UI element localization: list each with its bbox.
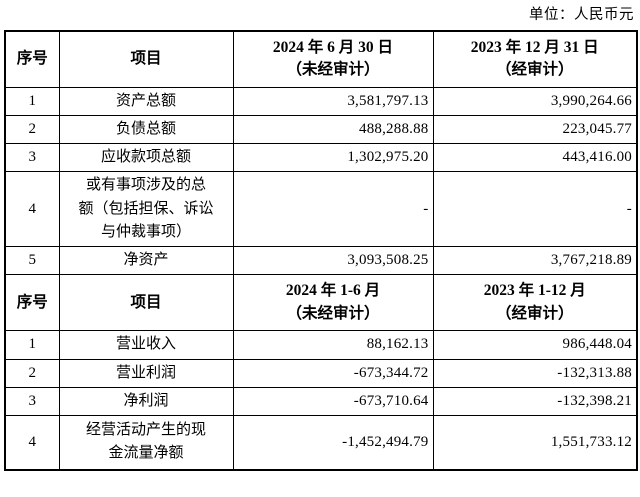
section-a-header-row: 序号 项目 2024 年 6 月 30 日 （未经审计） 2023 年 12 月… xyxy=(4,30,638,88)
currency-unit-label: 单位：人民币元 xyxy=(529,7,634,23)
table-row-net-assets: 5 净资产 3,093,508.25 3,767,218.89 xyxy=(4,245,638,276)
item-header-cell: 项目 xyxy=(58,274,234,332)
table-row-total-liabilities: 2 负债总额 488,288.88 223,045.77 xyxy=(4,114,638,145)
row-value-prior: - xyxy=(432,171,638,247)
row-item-label: 营业收入 xyxy=(58,330,234,360)
period-2024-06-30-header-cell: 2024 年 6 月 30 日 （未经审计） xyxy=(232,30,434,88)
period-2024-h1-header-cell: 2024 年 1-6 月 （未经审计） xyxy=(232,274,434,332)
period-2023-fy-header-cell: 2023 年 1-12 月 （经审计） xyxy=(432,274,638,332)
row-value-current: - xyxy=(232,171,434,247)
row-value-prior: 443,416.00 xyxy=(432,142,638,173)
row-value-prior: 3,990,264.66 xyxy=(432,86,638,116)
row-value-prior: 1,551,733.12 xyxy=(432,415,638,470)
row-item-label: 经营活动产生的现 金流量净额 xyxy=(58,415,234,470)
row-item-label: 负债总额 xyxy=(58,114,234,145)
row-value-current: 3,093,508.25 xyxy=(232,245,434,276)
row-seq: 2 xyxy=(4,358,60,388)
row-item-label: 资产总额 xyxy=(58,86,234,116)
section-b-header-row: 序号 项目 2024 年 1-6 月 （未经审计） 2023 年 1-12 月 … xyxy=(4,274,638,332)
row-seq: 1 xyxy=(4,330,60,360)
row-value-prior: 223,045.77 xyxy=(432,114,638,145)
financial-summary-table: 序号 项目 2024 年 6 月 30 日 （未经审计） 2023 年 12 月… xyxy=(4,30,638,471)
period-2023-12-31-header-cell: 2023 年 12 月 31 日 （经审计） xyxy=(432,30,638,88)
row-item-label: 应收款项总额 xyxy=(58,142,234,173)
row-value-prior: 3,767,218.89 xyxy=(432,245,638,276)
row-seq: 3 xyxy=(4,386,60,417)
table-row-total-assets: 1 资产总额 3,581,797.13 3,990,264.66 xyxy=(4,86,638,116)
item-header-cell: 项目 xyxy=(58,30,234,88)
table-row-operating-profit: 2 营业利润 -673,344.72 -132,313.88 xyxy=(4,358,638,388)
row-value-current: 488,288.88 xyxy=(232,114,434,145)
row-seq: 1 xyxy=(4,86,60,116)
row-seq: 3 xyxy=(4,142,60,173)
table-row-contingencies: 4 或有事项涉及的总 额（包括担保、诉讼 与仲裁事项） - - xyxy=(4,171,638,247)
seq-header-cell: 序号 xyxy=(4,30,60,88)
row-value-current: 1,302,975.20 xyxy=(232,142,434,173)
table-row-total-receivables: 3 应收款项总额 1,302,975.20 443,416.00 xyxy=(4,142,638,173)
row-value-prior: -132,313.88 xyxy=(432,358,638,388)
row-value-current: -1,452,494.79 xyxy=(232,415,434,470)
row-seq: 4 xyxy=(4,415,60,470)
row-value-current: -673,710.64 xyxy=(232,386,434,417)
row-item-label: 或有事项涉及的总 额（包括担保、诉讼 与仲裁事项） xyxy=(58,171,234,247)
row-value-current: 3,581,797.13 xyxy=(232,86,434,116)
row-item-label: 净利润 xyxy=(58,386,234,417)
row-seq: 4 xyxy=(4,171,60,247)
row-seq: 2 xyxy=(4,114,60,145)
row-value-prior: 986,448.04 xyxy=(432,330,638,360)
row-value-current: -673,344.72 xyxy=(232,358,434,388)
row-item-label: 营业利润 xyxy=(58,358,234,388)
row-value-current: 88,162.13 xyxy=(232,330,434,360)
row-seq: 5 xyxy=(4,245,60,276)
row-value-prior: -132,398.21 xyxy=(432,386,638,417)
table-row-operating-cash-flow: 4 经营活动产生的现 金流量净额 -1,452,494.79 1,551,733… xyxy=(4,415,638,470)
table-row-net-profit: 3 净利润 -673,710.64 -132,398.21 xyxy=(4,386,638,417)
seq-header-cell: 序号 xyxy=(4,274,60,332)
row-item-label: 净资产 xyxy=(58,245,234,276)
table-row-operating-revenue: 1 营业收入 88,162.13 986,448.04 xyxy=(4,330,638,360)
